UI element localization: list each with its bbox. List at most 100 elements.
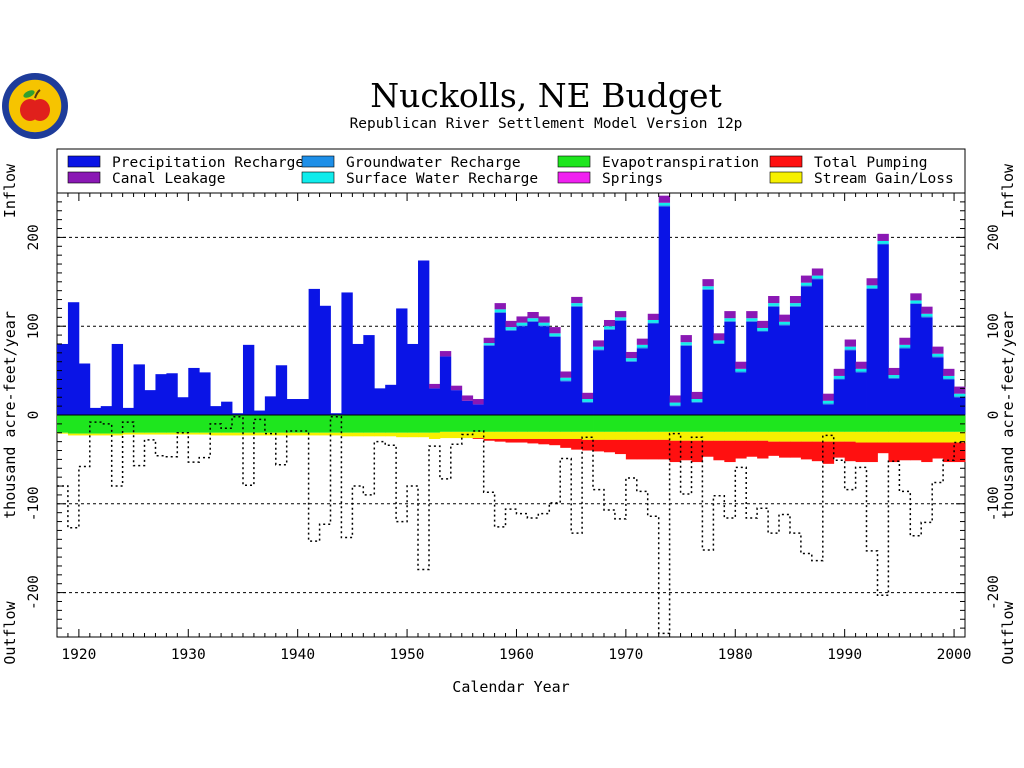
bar-segment [122, 415, 134, 433]
bar-segment [757, 415, 769, 432]
bar-segment [789, 415, 802, 432]
bar-segment [549, 438, 561, 446]
bar-segment [636, 431, 649, 440]
bar-segment [768, 296, 780, 304]
bar-segment [757, 431, 769, 441]
bar-segment [910, 293, 922, 301]
bar-segment [57, 343, 69, 415]
bar-segment [593, 439, 605, 452]
bar-segment [669, 405, 681, 407]
bar-segment [308, 432, 320, 436]
plot-area: 1920 1930 1940 1950 1960 1970 1980 1990 2000-200… [26, 192, 1002, 663]
bar-segment [363, 415, 375, 433]
x-tick-label: 1940 [280, 647, 315, 663]
bar-segment [483, 431, 495, 439]
bar-segment [614, 439, 627, 455]
y-tick-label-left: -100 [26, 486, 42, 521]
bar-segment [844, 350, 857, 415]
bar-segment [538, 325, 550, 327]
bar-segment [396, 308, 408, 415]
bar-segment [341, 432, 353, 437]
bar-segment [494, 431, 506, 439]
bar-segment [768, 415, 780, 432]
bar-segment [111, 433, 124, 436]
bar-segment [111, 415, 124, 434]
x-tick-label: 1930 [171, 647, 206, 663]
bar-segment [691, 402, 703, 415]
bar-segment [133, 364, 145, 415]
legend-label: Springs [602, 171, 663, 187]
bar-segment [527, 415, 539, 432]
bar-segment [538, 326, 550, 415]
bar-segment [702, 279, 714, 287]
bar-segment [549, 336, 561, 415]
bar-segment [866, 431, 878, 443]
bar-segment [505, 329, 517, 331]
bar-segment [582, 402, 594, 415]
bar-segment [811, 275, 824, 279]
bar-segment [221, 401, 233, 415]
bar-segment [385, 415, 397, 433]
bar-segment [833, 379, 846, 415]
bar-segment [866, 288, 878, 289]
bar-segment [122, 407, 134, 415]
bar-segment [67, 302, 80, 415]
bar-segment [593, 349, 605, 351]
bar-segment [910, 431, 922, 443]
bar-segment [954, 397, 966, 415]
bar-segment [461, 415, 474, 432]
bar-segment [483, 345, 495, 415]
bar-segment [374, 388, 386, 415]
bar-segment [352, 415, 364, 433]
bar-segment [89, 407, 102, 415]
bar-segment [724, 415, 736, 432]
bar-segment [899, 348, 911, 415]
bar-segment [779, 321, 791, 325]
legend-label: Evapotranspiration [602, 155, 759, 171]
bar-segment [428, 383, 441, 389]
bar-segment [680, 344, 692, 346]
page-title: Nuckolls, NE Budget [370, 76, 722, 115]
bar-segment [899, 347, 911, 349]
bar-segment [636, 347, 649, 349]
bar-segment [680, 440, 692, 461]
bar-segment [571, 415, 583, 432]
bar-segment [910, 300, 922, 304]
bar-segment [560, 377, 572, 381]
bar-segment [625, 415, 638, 432]
bar-segment [603, 415, 616, 432]
bar-segment [844, 346, 857, 350]
bar-segment [910, 442, 922, 461]
legend-swatch [67, 155, 101, 168]
legend: Precipitation Recharge Groundwater Rechar… [56, 148, 966, 194]
y-axis-label-left: thousand acre-feet/year [1, 311, 19, 519]
bar-segment [779, 324, 791, 326]
bar-segment [450, 431, 463, 439]
bar-segment [713, 415, 725, 432]
bar-segment [593, 415, 605, 432]
bar-segment [855, 415, 867, 432]
bar-segment [188, 432, 200, 435]
bar-segment [549, 415, 561, 432]
bar-segment [724, 440, 736, 463]
bar-segment [954, 442, 966, 463]
bar-segment [691, 391, 703, 400]
outflow-label-right: Outflow [999, 600, 1017, 664]
bar-segment [472, 404, 485, 415]
bar-segment [516, 322, 528, 326]
bar-segment [144, 390, 156, 415]
bar-segment [877, 415, 889, 432]
bar-segment [582, 392, 594, 400]
bar-segment [242, 432, 255, 436]
bar-segment [78, 363, 91, 415]
legend-label: Surface Water Recharge [346, 171, 538, 187]
bar-segment [724, 318, 736, 321]
bar-segment [800, 441, 813, 460]
bar-segment [483, 438, 495, 441]
bar-segment [188, 415, 200, 433]
bar-segment [954, 415, 966, 432]
bar-segment [582, 399, 594, 402]
bar-segment [494, 415, 506, 432]
bar-segment [757, 330, 769, 332]
bar-segment [647, 322, 660, 324]
